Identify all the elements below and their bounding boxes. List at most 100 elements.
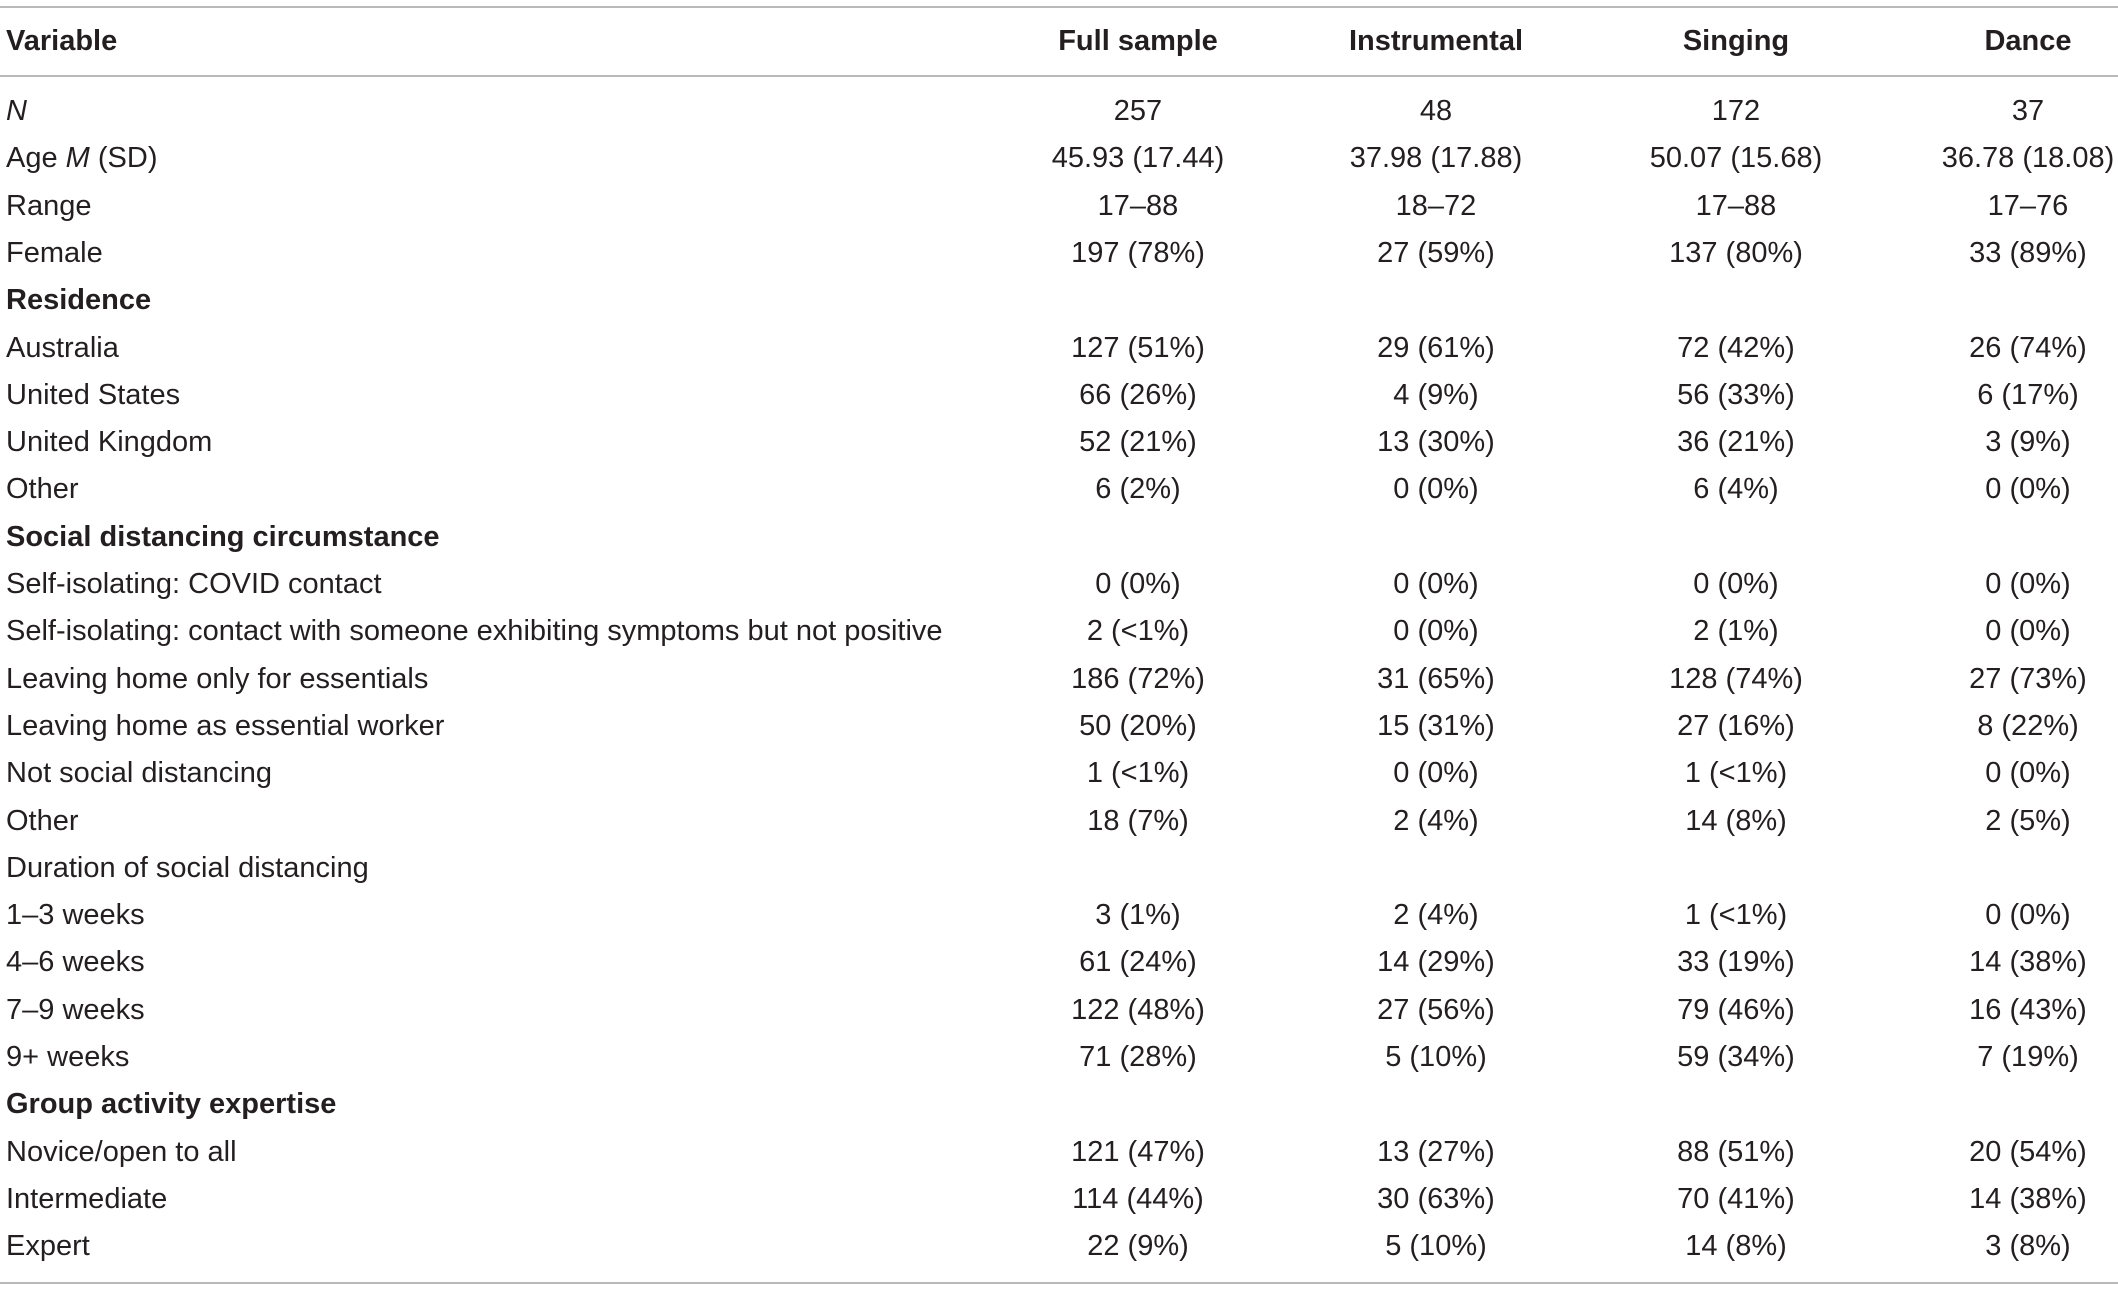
table-row: Expert 22 (9%) 5 (10%) 14 (8%) 3 (8%) (0, 1223, 2118, 1270)
instrumental-cell: 5 (10%) (1385, 1230, 1487, 1263)
table-row: Range 17–88 18–72 17–88 17–76 (0, 183, 2118, 230)
singing-cell: 70 (41%) (1677, 1182, 1795, 1215)
section-label: Group activity expertise (6, 1088, 337, 1121)
table-section-row: Group activity expertise (0, 1081, 2118, 1128)
table-row: Female 197 (78%) 27 (59%) 137 (80%) 33 (89%) (0, 230, 2118, 277)
table-row: Age M (SD) 45.93 (17.44) 37.98 (17.88) 50.0… (0, 135, 2118, 182)
dance-cell: 27 (73%) (1969, 662, 2087, 695)
header-variable: Variable (6, 25, 118, 57)
row-label: Leaving home as essential worker (6, 709, 445, 742)
full-sample-cell: 257 (1113, 95, 1163, 127)
table-row: 9+ weeks 71 (28%) 5 (10%) 59 (34%) 7 (19%) (0, 1034, 2118, 1081)
singing-cell (1596, 1081, 1876, 1128)
table-row: Not social distancing 1 (<1%) 0 (0%) 1 (<1%… (0, 750, 2118, 797)
instrumental-cell: 4 (9%) (1393, 378, 1479, 411)
full-sample-cell: 6 (2%) (1095, 473, 1181, 506)
singing-cell (1596, 277, 1876, 324)
table-row: Intermediate 114 (44%) 30 (63%) 70 (41%) 14 … (0, 1176, 2118, 1223)
table-row: Leaving home as essential worker 50 (20%)… (0, 703, 2118, 750)
instrumental-cell: 27 (56%) (1377, 993, 1495, 1026)
singing-cell: 59 (34%) (1677, 1041, 1795, 1073)
full-sample-cell: 3 (1%) (1095, 899, 1181, 932)
dance-cell: 37 (2011, 95, 2045, 127)
row-label: United Kingdom (6, 426, 213, 459)
full-sample-cell (998, 277, 1278, 324)
full-sample-cell: 197 (78%) (1071, 236, 1205, 269)
row-label: Other (6, 804, 79, 837)
row-label: Leaving home only for essentials (6, 662, 429, 695)
full-sample-cell: 61 (24%) (1079, 946, 1197, 979)
row-label: Not social distancing (6, 757, 272, 790)
instrumental-cell: 5 (10%) (1385, 1041, 1487, 1073)
dance-cell: 33 (89%) (1969, 236, 2087, 269)
dance-cell (1888, 845, 2118, 892)
row-label: 1–3 weeks (6, 899, 145, 932)
full-sample-cell: 122 (48%) (1071, 993, 1205, 1026)
full-sample-cell: 66 (26%) (1079, 378, 1197, 411)
row-label: Age M (SD) (6, 135, 158, 182)
header-singing: Singing (1682, 25, 1790, 57)
row-label: Range (6, 189, 92, 222)
dance-cell: 0 (0%) (1985, 757, 2071, 790)
instrumental-cell: 0 (0%) (1393, 568, 1479, 600)
dance-cell: 16 (43%) (1969, 993, 2087, 1026)
row-label: Other (6, 473, 79, 506)
table-row: Self-isolating: COVID contact 0 (0%) 0 (0%… (0, 561, 2118, 608)
table-row: 4–6 weeks 61 (24%) 14 (29%) 33 (19%) 14 (38%… (0, 939, 2118, 986)
instrumental-cell: 48 (1419, 95, 1453, 127)
table-row: Leaving home only for essentials 186 (72%… (0, 656, 2118, 703)
singing-cell: 36 (21%) (1677, 426, 1795, 459)
table-row: United Kingdom 52 (21%) 13 (30%) 36 (21%) 3 … (0, 419, 2118, 466)
singing-cell: 72 (42%) (1677, 331, 1795, 364)
singing-cell: 56 (33%) (1677, 378, 1795, 411)
row-label-part: (SD) (89, 142, 158, 175)
dance-cell: 0 (0%) (1985, 899, 2071, 932)
table-row: Other 6 (2%) 0 (0%) 6 (4%) 0 (0%) (0, 466, 2118, 513)
dance-cell: 0 (0%) (1985, 615, 2071, 648)
instrumental-cell (1296, 845, 1576, 892)
singing-cell: 6 (4%) (1693, 473, 1779, 506)
row-label: Intermediate (6, 1182, 168, 1215)
header-full-sample: Full sample (1058, 25, 1218, 57)
singing-cell: 1 (<1%) (1684, 757, 1788, 790)
row-label: N (6, 95, 27, 127)
dance-cell: 3 (8%) (1985, 1230, 2071, 1263)
full-sample-cell (998, 845, 1278, 892)
full-sample-cell: 17–88 (1097, 189, 1179, 222)
full-sample-cell: 2 (<1%) (1086, 615, 1190, 648)
row-label: Expert (6, 1230, 90, 1263)
row-label-part: M (65, 142, 90, 175)
instrumental-cell: 15 (31%) (1377, 709, 1495, 742)
dance-cell: 7 (19%) (1977, 1041, 2079, 1073)
full-sample-cell: 71 (28%) (1079, 1041, 1197, 1073)
dance-cell: 36.78 (18.08) (1941, 142, 2115, 175)
full-sample-cell (998, 1081, 1278, 1128)
row-label: 9+ weeks (6, 1041, 130, 1073)
table-section-row: Social distancing circumstance (0, 514, 2118, 561)
full-sample-cell: 0 (0%) (1095, 568, 1181, 600)
dance-cell: 26 (74%) (1969, 331, 2087, 364)
row-label: 4–6 weeks (6, 946, 145, 979)
dance-cell: 0 (0%) (1985, 568, 2071, 600)
instrumental-cell: 0 (0%) (1393, 757, 1479, 790)
instrumental-cell: 29 (61%) (1377, 331, 1495, 364)
dance-cell: 6 (17%) (1977, 378, 2079, 411)
dance-cell (1888, 277, 2118, 324)
full-sample-cell (998, 514, 1278, 561)
singing-cell: 27 (16%) (1677, 709, 1795, 742)
table-bottom-rule (0, 1282, 2118, 1284)
instrumental-cell: 18–72 (1395, 189, 1477, 222)
instrumental-cell (1296, 1081, 1576, 1128)
full-sample-cell: 1 (<1%) (1086, 757, 1190, 790)
full-sample-cell: 186 (72%) (1071, 662, 1205, 695)
instrumental-cell: 2 (4%) (1393, 899, 1479, 932)
row-label: Duration of social distancing (6, 851, 369, 884)
dance-cell: 14 (38%) (1969, 1182, 2087, 1215)
table-row: Self-isolating: contact with someone exh… (0, 608, 2118, 655)
header-instrumental: Instrumental (1348, 25, 1524, 57)
singing-cell: 128 (74%) (1669, 662, 1803, 695)
table-row: Duration of social distancing (0, 845, 2118, 892)
singing-cell: 137 (80%) (1669, 236, 1803, 269)
row-label-part: Age (6, 142, 66, 175)
full-sample-cell: 52 (21%) (1079, 426, 1197, 459)
